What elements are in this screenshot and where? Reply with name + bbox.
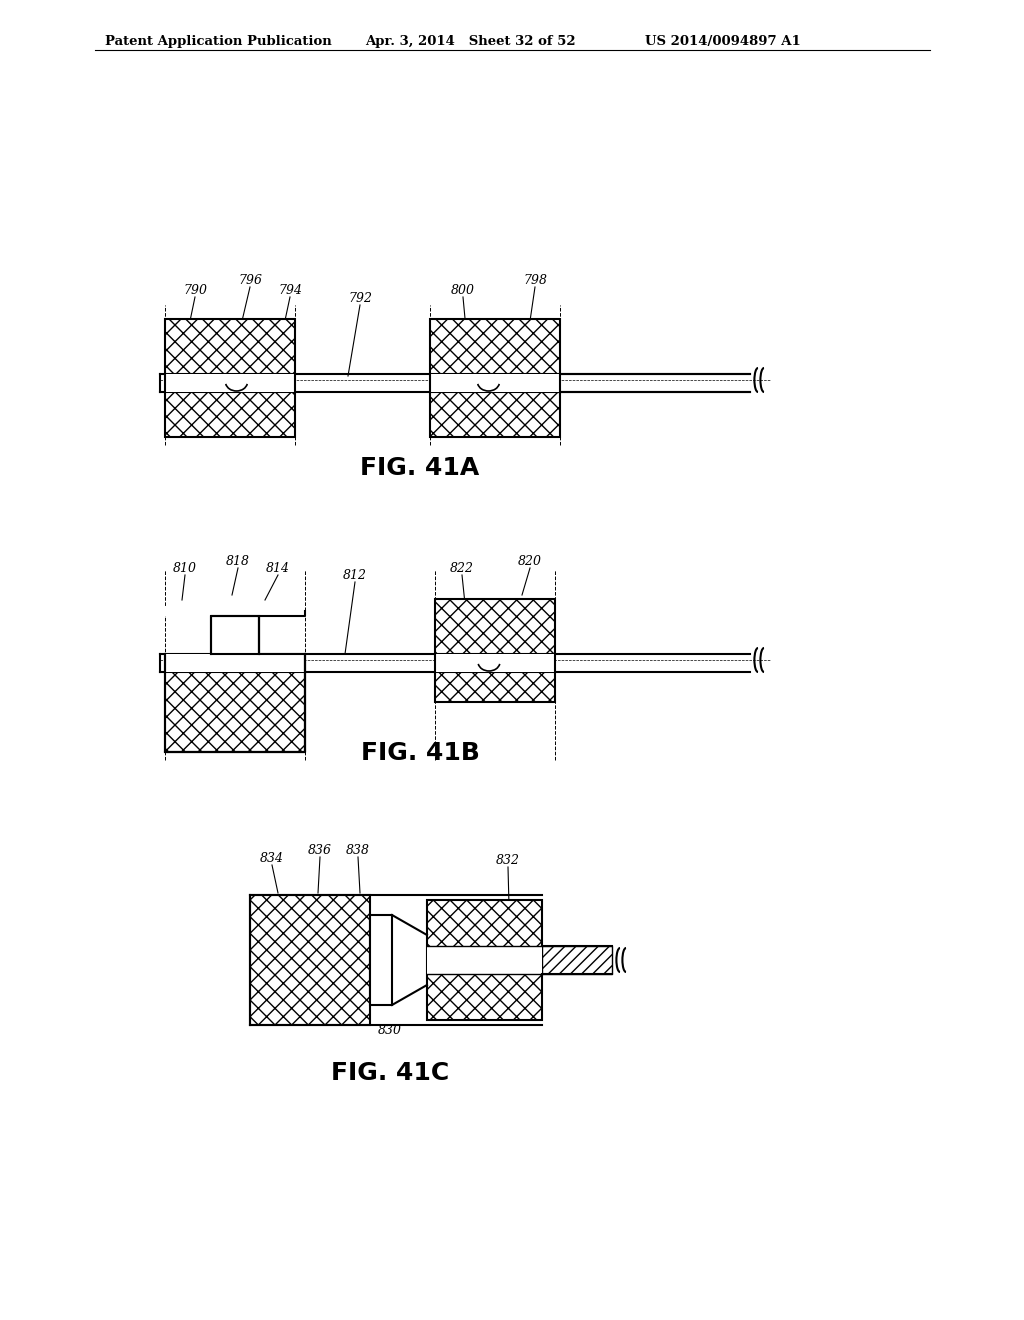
Bar	[435, 599, 555, 653]
Bar	[250, 895, 370, 1026]
Bar	[165, 318, 295, 374]
Bar	[435, 653, 555, 672]
Text: 814: 814	[266, 562, 290, 576]
Bar	[542, 946, 612, 974]
Text: 798: 798	[523, 275, 547, 286]
Text: 838: 838	[346, 843, 370, 857]
Text: FIG. 41A: FIG. 41A	[360, 455, 479, 480]
Text: US 2014/0094897 A1: US 2014/0094897 A1	[645, 36, 801, 48]
Bar	[165, 653, 305, 672]
Bar	[165, 672, 305, 751]
Bar	[165, 392, 295, 437]
Bar	[165, 606, 305, 615]
Bar	[430, 318, 560, 374]
Text: 820: 820	[518, 554, 542, 568]
Text: FIG. 41B: FIG. 41B	[360, 741, 479, 766]
Text: 818: 818	[226, 554, 250, 568]
Text: 796: 796	[238, 275, 262, 286]
Text: Patent Application Publication: Patent Application Publication	[105, 36, 332, 48]
Text: Apr. 3, 2014   Sheet 32 of 52: Apr. 3, 2014 Sheet 32 of 52	[365, 36, 575, 48]
Bar	[435, 672, 555, 702]
Text: 822: 822	[450, 562, 474, 576]
Text: 830: 830	[378, 1024, 402, 1038]
Bar	[211, 615, 259, 653]
Text: 800: 800	[451, 284, 475, 297]
Text: 832: 832	[496, 854, 520, 867]
Bar	[430, 374, 560, 392]
Text: 790: 790	[183, 284, 207, 297]
Text: 812: 812	[343, 569, 367, 582]
Bar	[427, 900, 542, 1020]
Text: 810: 810	[173, 562, 197, 576]
Bar	[430, 392, 560, 437]
Text: 792: 792	[348, 292, 372, 305]
Bar	[165, 374, 295, 392]
Bar	[427, 946, 542, 974]
Text: FIG. 41C: FIG. 41C	[331, 1061, 450, 1085]
Text: 836: 836	[308, 843, 332, 857]
Bar	[370, 915, 392, 1005]
Text: 794: 794	[278, 284, 302, 297]
Text: 834: 834	[260, 851, 284, 865]
